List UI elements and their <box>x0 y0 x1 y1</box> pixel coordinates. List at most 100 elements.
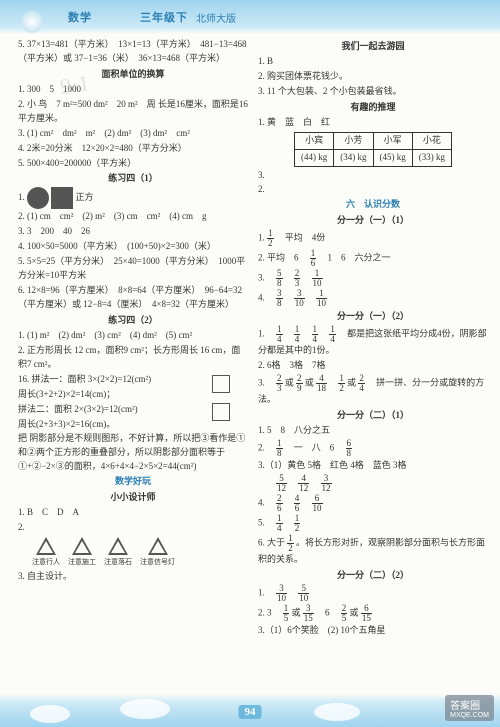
r-f9: 4. 26 46 610 <box>258 494 488 513</box>
text: 1. <box>258 329 274 339</box>
text: 5. <box>258 517 274 527</box>
l-p2: 1. 300 5 1000 <box>18 83 248 97</box>
r-h2: 有趣的推理 <box>258 101 488 115</box>
wm-sub: MXQE.COM <box>450 712 489 719</box>
r-h5: 分一分（一）（2） <box>258 310 488 324</box>
l-h2: 练习四（1） <box>18 172 248 186</box>
fraction: 615 <box>361 604 372 623</box>
text: 平均 4份 <box>276 233 326 243</box>
triangle-icon <box>108 537 128 555</box>
l-p12: 6. 12×8=96（平方厘米） 8×8=64（平方厘米） 96−64=32（平… <box>18 284 248 312</box>
small-square-2 <box>212 403 230 421</box>
r-f2: 2. 平均 6 16 1 6 六分之一 <box>258 249 488 268</box>
text: 或 <box>292 607 301 617</box>
r-f5: 1. 14 14 14 14 都是把这张纸平均分成4份，阴影部分都是其中的1份。 <box>258 325 488 358</box>
sign-rockfall: 注意落石 <box>104 537 132 568</box>
r-p8: 3.（1）黄色 5格 红色 4格 蓝色 3格 <box>258 459 488 473</box>
fraction: 110 <box>316 289 327 308</box>
triangle-icon <box>72 537 92 555</box>
r-p9: 3.（1）6个笑脸 (2) 10个五角星 <box>258 624 488 638</box>
fraction: 110 <box>312 269 323 288</box>
fraction: 16 <box>310 249 317 268</box>
page-footer: 94 <box>0 693 500 727</box>
text: 4. <box>258 293 274 303</box>
fraction: 12 <box>267 229 274 248</box>
table-row: (44) kg (34) kg (45) kg (33) kg <box>295 149 452 166</box>
l-p9: 3. 3 200 40 26 <box>18 225 248 239</box>
text: 6. 大于 <box>258 537 285 547</box>
fraction: 25 <box>341 604 348 623</box>
l-p7-label: 正方 <box>76 192 94 202</box>
header-grade: 三年级下 <box>140 9 188 25</box>
text: 1. <box>258 587 274 597</box>
l-p16: 把 阴影部分是不规则图形，不好计算，所以把③看作是①和②两个正方形的重叠部分，所… <box>18 432 248 474</box>
right-column: 我们一起去游园 1. B 2. 购买团体票花钱少。 3. 11 个大包装、2 个… <box>258 38 488 639</box>
text: 1. <box>258 233 265 243</box>
th-1: 小芳 <box>334 132 373 149</box>
fraction: 12 <box>294 514 301 533</box>
header-edition: 北师大版 <box>196 10 236 25</box>
fraction: 29 <box>296 374 303 393</box>
l-p6: 5. 500×400=200000（平方米） <box>18 157 248 171</box>
fraction: 610 <box>312 494 323 513</box>
fraction: 23 <box>276 374 283 393</box>
l-p3: 2. 小 鸟 7 m²=500 dm² 20 m² 周 长是16厘米，面积是16… <box>18 98 248 126</box>
fraction: 512 <box>276 474 287 493</box>
l-p7-num: 1. <box>18 192 25 202</box>
text: 2. <box>258 442 274 452</box>
r-p3: 3. 11 个大包装、2 个小包装最省钱。 <box>258 85 488 99</box>
l-h4: 数学好玩 <box>18 475 248 489</box>
th-3: 小花 <box>412 132 451 149</box>
header-subject: 数学 <box>68 9 92 25</box>
th-2: 小军 <box>373 132 412 149</box>
triangle-icon <box>148 537 168 555</box>
sign-b: 注意施工 <box>68 557 96 568</box>
r-f10: 5. 14 12 <box>258 514 488 533</box>
warning-signs-row: 注意行人 注意施工 注意落石 注意信号灯 <box>32 537 248 568</box>
l-p13: 1. (1) m² (2) dm² (3) cm² (4) dm² (5) cm… <box>18 329 248 343</box>
fraction: 14 <box>276 514 283 533</box>
text: 2. 3 <box>258 607 281 617</box>
fraction: 12 <box>338 374 345 393</box>
text: 3. <box>258 273 274 283</box>
sign-c: 注意落石 <box>104 557 132 568</box>
fraction: 12 <box>287 534 294 553</box>
triangle-icon <box>36 537 56 555</box>
left-column: 5. 37×13=481（平方米） 13×1=13（平方米） 481−13=46… <box>18 38 248 639</box>
page-number: 94 <box>239 705 262 719</box>
fraction: 23 <box>294 269 301 288</box>
l-p18: 2. <box>18 521 248 535</box>
text: 4. <box>258 497 274 507</box>
fraction: 24 <box>358 374 365 393</box>
text: 或 <box>285 378 294 388</box>
l-p14: 2. 正方形周长 12 cm，面积9 cm²；长方形周长 16 cm，面积7 c… <box>18 344 248 372</box>
fraction: 310 <box>294 289 305 308</box>
r-h7: 分一分（二）（2） <box>258 569 488 583</box>
fraction: 14 <box>276 325 283 344</box>
fraction: 15 <box>283 604 290 623</box>
td-0: (44) kg <box>295 149 334 166</box>
fraction: 18 <box>276 439 283 458</box>
fraction: 46 <box>294 494 301 513</box>
fraction: 510 <box>298 584 309 603</box>
small-square-1 <box>212 375 230 393</box>
fraction: 68 <box>346 439 353 458</box>
r-p6: 2. 6格 3格 7格 <box>258 359 488 373</box>
r-p2: 2. 购买团体票花钱少。 <box>258 70 488 84</box>
text: 或 <box>305 378 314 388</box>
th-0: 小宾 <box>295 132 334 149</box>
text: 1 6 六分之一 <box>319 253 391 263</box>
text: 或 <box>350 607 359 617</box>
text: 一 八 6 <box>285 442 344 452</box>
l-p1: 5. 37×13=481（平方米） 13×1=13（平方米） 481−13=46… <box>18 38 248 66</box>
l-p5: 4. 2米=20分米 12×20×2=480（平方分米） <box>18 142 248 156</box>
weight-table: 小宾 小芳 小军 小花 (44) kg (34) kg (45) kg (33)… <box>294 132 452 167</box>
sign-a: 注意行人 <box>32 557 60 568</box>
text: 2. 平均 6 <box>258 253 308 263</box>
square-icon <box>51 187 73 209</box>
sign-pedestrian: 注意行人 <box>32 537 60 568</box>
text: 6 <box>316 607 339 617</box>
fraction: 26 <box>276 494 283 513</box>
sign-construction: 注意施工 <box>68 537 96 568</box>
text: 3. <box>258 378 274 388</box>
